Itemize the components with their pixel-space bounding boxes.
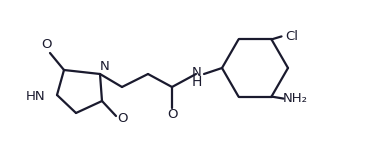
Text: NH₂: NH₂	[283, 92, 308, 105]
Text: O: O	[117, 111, 127, 125]
Text: HN: HN	[25, 90, 45, 104]
Text: O: O	[41, 38, 51, 52]
Text: H: H	[192, 75, 202, 89]
Text: O: O	[167, 109, 177, 121]
Text: N: N	[192, 66, 202, 79]
Text: N: N	[100, 60, 110, 74]
Text: Cl: Cl	[285, 30, 298, 43]
